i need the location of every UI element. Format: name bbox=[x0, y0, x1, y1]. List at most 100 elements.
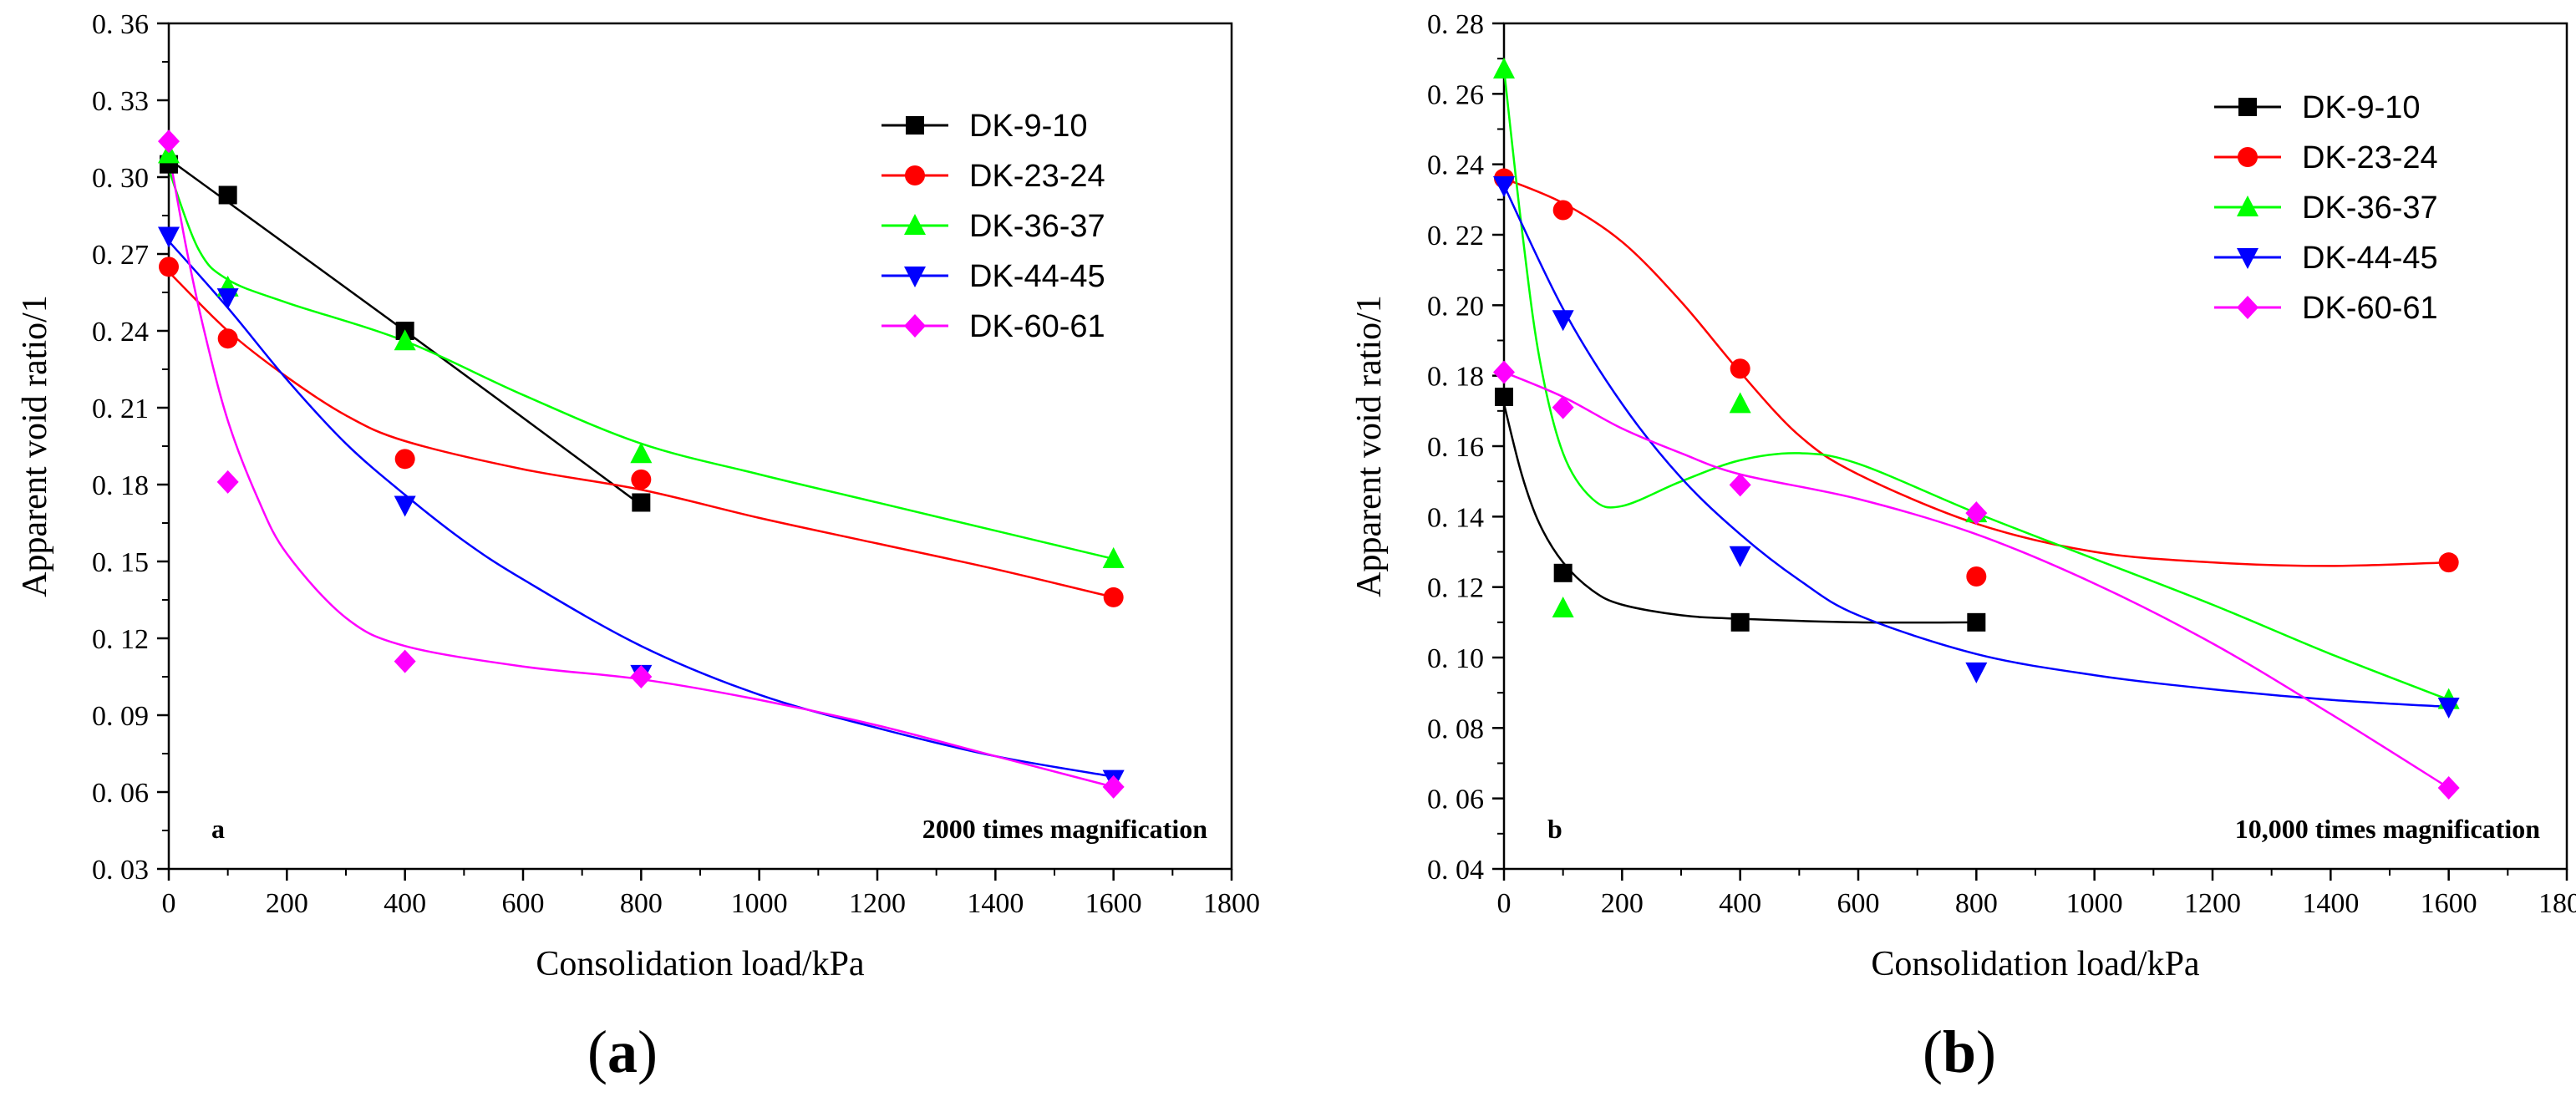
magnification-note: 10,000 times magnification bbox=[2235, 814, 2541, 844]
data-point-dk-60-61 bbox=[1552, 395, 1574, 419]
y-tick-label: 0. 03 bbox=[92, 855, 149, 886]
legend-label: DK-60-61 bbox=[969, 309, 1105, 344]
series-line-dk-60-61 bbox=[167, 151, 1114, 789]
data-point-dk-9-10 bbox=[632, 493, 651, 512]
y-tick-label: 0. 06 bbox=[1427, 785, 1484, 815]
caption-open-paren: ( bbox=[587, 1018, 607, 1085]
data-point-dk-36-37 bbox=[1729, 392, 1751, 414]
data-point-dk-60-61 bbox=[1102, 775, 1125, 799]
data-point-dk-60-61 bbox=[1493, 360, 1515, 384]
chart-panel-a: 0 200 400 600 800 1000 1200 1400 1600 1800 0. 03 0.… bbox=[16, 9, 1260, 1085]
x-tick-label: 0 bbox=[1497, 888, 1512, 919]
y-tick-label: 0. 12 bbox=[1427, 573, 1484, 604]
data-point-dk-23-24 bbox=[1966, 566, 1987, 587]
chart-panel-b: 0 200 400 600 800 1000 1200 1400 1600 1800 0. 04 0.… bbox=[1350, 9, 2576, 1085]
y-tick-label: 0. 14 bbox=[1427, 502, 1484, 533]
y-tick-label: 0. 21 bbox=[92, 394, 149, 424]
data-point-dk-44-45 bbox=[158, 226, 180, 248]
y-tick-label: 0. 28 bbox=[1427, 9, 1484, 40]
data-point-dk-44-45 bbox=[1965, 662, 1988, 683]
y-axis-title: Apparent void ratio/1 bbox=[16, 295, 54, 597]
data-point-dk-44-45 bbox=[1552, 310, 1574, 332]
data-point-dk-23-24 bbox=[1730, 358, 1750, 379]
legend-label: DK-44-45 bbox=[2302, 241, 2438, 276]
data-point-dk-60-61 bbox=[1729, 473, 1751, 497]
legend-swatch-marker bbox=[904, 314, 926, 338]
legend-swatch-marker bbox=[2237, 248, 2258, 269]
series-line-dk-44-45 bbox=[1502, 185, 2449, 708]
y-tick-label: 0. 10 bbox=[1427, 643, 1484, 674]
legend-swatch-marker bbox=[2238, 147, 2258, 167]
data-point-dk-9-10 bbox=[1967, 612, 1986, 632]
x-tick-label: 1600 bbox=[1085, 888, 1142, 919]
y-tick-label: 0. 09 bbox=[92, 701, 149, 732]
y-tick-label: 0. 12 bbox=[92, 624, 149, 655]
legend: DK-9-10 DK-23-24 DK-36-37 DK-44-45 DK-60-61 bbox=[882, 109, 1105, 344]
y-tick-label: 0. 15 bbox=[92, 547, 149, 578]
y-tick-label: 0. 18 bbox=[92, 470, 149, 501]
data-point-dk-44-45 bbox=[394, 495, 416, 517]
data-point-dk-44-45 bbox=[2437, 698, 2460, 719]
legend-label: DK-23-24 bbox=[969, 159, 1105, 194]
x-tick-label: 1200 bbox=[849, 888, 906, 919]
figure-caption: (a) bbox=[587, 1018, 658, 1085]
caption-close-paren: ) bbox=[638, 1018, 658, 1085]
caption-letter: a bbox=[607, 1018, 638, 1085]
x-axis-title: Consolidation load/kPa bbox=[536, 945, 865, 983]
legend-label: DK-36-37 bbox=[969, 209, 1105, 244]
x-tick-label: 0 bbox=[162, 888, 176, 919]
legend-label: DK-60-61 bbox=[2302, 291, 2438, 326]
series-line-dk-36-37 bbox=[1502, 69, 2450, 701]
legend-label: DK-9-10 bbox=[969, 109, 1088, 144]
data-point-dk-60-61 bbox=[630, 665, 653, 688]
legend-label: DK-44-45 bbox=[969, 259, 1105, 294]
legend-label: DK-36-37 bbox=[2302, 190, 2438, 226]
figure-caption: (b) bbox=[1923, 1018, 1996, 1085]
x-tick-label: 1800 bbox=[2538, 888, 2576, 919]
y-tick-label: 0. 24 bbox=[1427, 150, 1484, 181]
legend: DK-9-10 DK-23-24 DK-36-37 DK-44-45 DK-60-61 bbox=[2214, 90, 2438, 326]
x-axis-title: Consolidation load/kPa bbox=[1871, 945, 2200, 983]
data-point-dk-60-61 bbox=[394, 649, 416, 673]
legend-swatch-marker bbox=[2237, 196, 2258, 216]
series-line-dk-9-10 bbox=[1502, 404, 1977, 624]
panel-label: b bbox=[1547, 814, 1562, 844]
y-tick-label: 0. 33 bbox=[92, 86, 149, 117]
legend-swatch-marker bbox=[904, 214, 926, 235]
data-point-dk-23-24 bbox=[159, 256, 179, 277]
data-point-dk-23-24 bbox=[1552, 200, 1573, 221]
x-tick-label: 800 bbox=[1955, 888, 1998, 919]
y-tick-label: 0. 30 bbox=[92, 163, 149, 194]
data-point-dk-23-24 bbox=[2438, 552, 2459, 573]
x-tick-label: 1000 bbox=[2066, 888, 2123, 919]
magnification-note: 2000 times magnification bbox=[922, 814, 1208, 844]
data-point-dk-36-37 bbox=[394, 329, 416, 351]
data-point-dk-9-10 bbox=[218, 185, 237, 205]
data-point-dk-36-37 bbox=[1552, 596, 1574, 617]
x-tick-label: 1800 bbox=[1203, 888, 1260, 919]
y-tick-label: 0. 20 bbox=[1427, 291, 1484, 322]
x-tick-label: 1600 bbox=[2421, 888, 2477, 919]
x-tick-label: 800 bbox=[620, 888, 663, 919]
data-point-dk-36-37 bbox=[1102, 546, 1125, 568]
legend-swatch-marker bbox=[904, 267, 926, 287]
legend-label: DK-9-10 bbox=[2302, 90, 2421, 125]
y-tick-label: 0. 27 bbox=[92, 240, 149, 271]
legend-swatch-marker bbox=[2238, 98, 2257, 116]
y-axis-title: Apparent void ratio/1 bbox=[1350, 295, 1389, 597]
y-tick-label: 0. 26 bbox=[1427, 79, 1484, 110]
x-tick-label: 1200 bbox=[2184, 888, 2241, 919]
y-tick-label: 0. 06 bbox=[92, 778, 149, 809]
x-tick-label: 600 bbox=[1837, 888, 1880, 919]
data-point-dk-44-45 bbox=[1729, 546, 1751, 567]
x-tick-label: 400 bbox=[384, 888, 426, 919]
data-point-dk-9-10 bbox=[1730, 612, 1750, 632]
data-point-dk-23-24 bbox=[631, 469, 652, 490]
y-tick-label: 0. 08 bbox=[1427, 714, 1484, 744]
data-point-dk-23-24 bbox=[1103, 587, 1124, 607]
legend-swatch-marker bbox=[906, 116, 924, 135]
caption-letter: b bbox=[1943, 1018, 1976, 1085]
series-line-dk-23-24 bbox=[1503, 177, 2449, 567]
data-point-dk-36-37 bbox=[630, 442, 653, 464]
data-point-dk-44-45 bbox=[1493, 175, 1515, 197]
